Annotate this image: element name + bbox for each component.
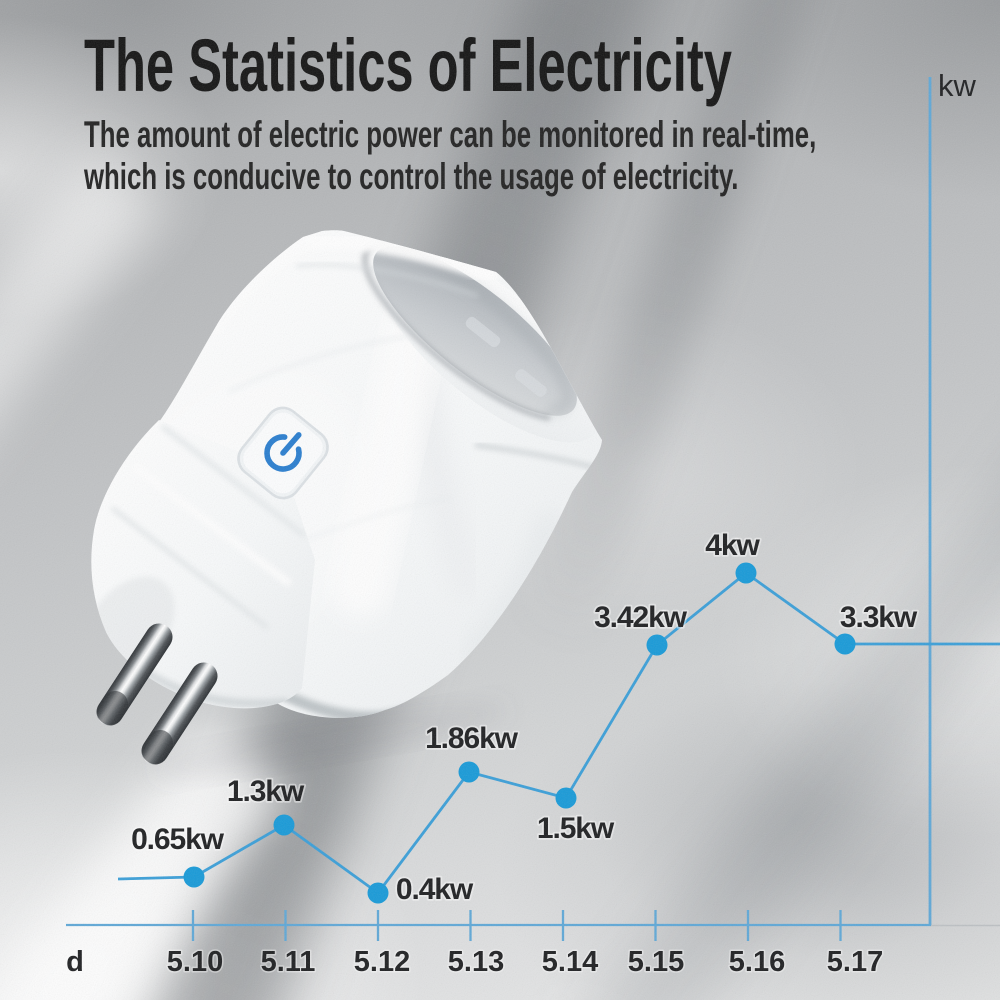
svg-text:5.14: 5.14 — [542, 946, 598, 978]
svg-text:5.17: 5.17 — [827, 946, 883, 978]
svg-text:kw: kw — [938, 68, 977, 103]
svg-text:5.12: 5.12 — [354, 946, 410, 978]
svg-text:4kw: 4kw — [705, 529, 760, 562]
svg-text:1.5kw: 1.5kw — [537, 812, 615, 845]
svg-text:1.86kw: 1.86kw — [425, 722, 519, 755]
svg-text:5.13: 5.13 — [448, 946, 504, 978]
svg-text:0.4kw: 0.4kw — [396, 873, 474, 906]
svg-text:3.42kw: 3.42kw — [594, 601, 688, 634]
